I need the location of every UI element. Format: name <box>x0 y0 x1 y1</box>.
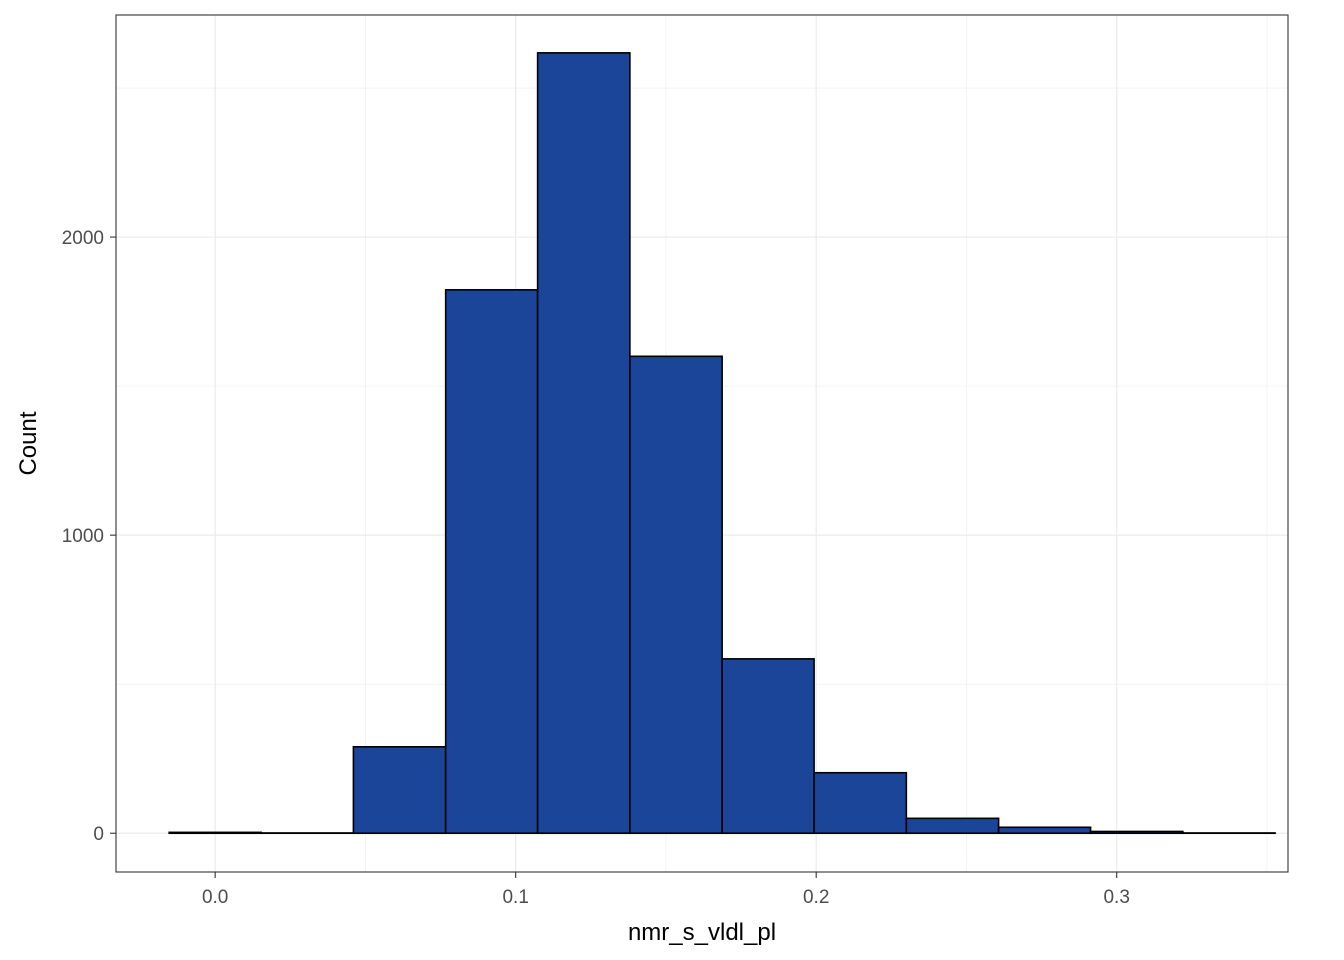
histogram-bar <box>905 817 1000 835</box>
histogram-bar <box>629 355 723 835</box>
histogram-bar <box>813 771 908 835</box>
y-tick-label: 2000 <box>62 228 104 249</box>
y-tick-label: 1000 <box>62 526 104 547</box>
x-tick-label: 0.2 <box>803 887 829 908</box>
histogram-bar <box>721 658 815 835</box>
histogram-bar <box>168 831 262 835</box>
histogram-bar <box>536 52 631 835</box>
x-tick-label: 0.0 <box>202 887 228 908</box>
y-axis: 0 1000 2000 <box>62 228 116 845</box>
histogram-bar <box>1089 830 1184 835</box>
x-axis: 0.0 0.1 0.2 0.3 <box>202 872 1130 908</box>
x-tick-label: 0.3 <box>1103 887 1129 908</box>
y-axis-title: Count <box>15 411 42 475</box>
histogram-bars <box>168 52 1276 835</box>
x-axis-title: nmr_s_vldl_pl <box>628 919 776 946</box>
panel-border <box>115 14 1289 873</box>
histogram-bar <box>352 746 447 835</box>
x-tick-label: 0.1 <box>502 887 528 908</box>
histogram-bar <box>444 289 539 835</box>
y-tick-label: 0 <box>93 824 104 845</box>
histogram-bar <box>997 826 1092 835</box>
